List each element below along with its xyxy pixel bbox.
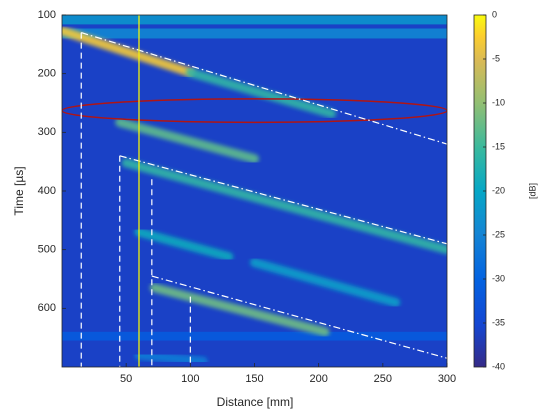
y-tick-label: 500: [38, 244, 56, 256]
heatmap-streak: [62, 26, 195, 77]
y-tick-label: 300: [38, 126, 56, 138]
x-tick-label: 200: [309, 373, 327, 385]
colorbar-tick-label: -35: [492, 317, 505, 327]
heatmap-streak: [149, 283, 330, 337]
heatmap-band: [62, 331, 447, 341]
colorbar-tick-label: -20: [492, 185, 505, 195]
x-tick-label: 250: [374, 373, 392, 385]
heatmap-streak: [121, 158, 447, 255]
colorbar-tick-label: -15: [492, 141, 505, 151]
heatmap-band: [62, 28, 447, 39]
heatmap-streak: [134, 227, 234, 262]
y-axis-label: Time [µs]: [12, 166, 26, 215]
colorbar-label: [dB]: [527, 183, 537, 199]
heatmap-band: [62, 15, 447, 25]
guide-line: [119, 155, 447, 245]
x-tick-label: 150: [245, 373, 263, 385]
x-tick-label: 100: [181, 373, 199, 385]
colorbar-tick-label: -25: [492, 229, 505, 239]
y-tick-label: 600: [38, 302, 56, 314]
x-tick-label: 300: [438, 373, 456, 385]
heatmap-streak: [250, 258, 401, 307]
highlight-ellipse: [62, 98, 447, 124]
heatmap-background: [62, 15, 447, 367]
x-tick-label: 50: [120, 373, 132, 385]
heatmap-streak: [134, 350, 208, 366]
y-tick-label: 400: [38, 185, 56, 197]
guide-line: [81, 32, 447, 145]
y-tick-label: 200: [38, 68, 56, 80]
y-tick-label: 100: [38, 9, 56, 21]
colorbar-tick-label: -5: [492, 53, 500, 63]
colorbar-tick-label: 0: [492, 9, 497, 19]
colorbar-tick-label: -40: [492, 361, 505, 371]
colorbar-tick-label: -10: [492, 97, 505, 107]
colorbar-tick-label: -30: [492, 273, 505, 283]
plot-area: [62, 15, 447, 367]
heatmap-streak: [115, 117, 259, 164]
x-axis-label: Distance [mm]: [217, 395, 294, 409]
